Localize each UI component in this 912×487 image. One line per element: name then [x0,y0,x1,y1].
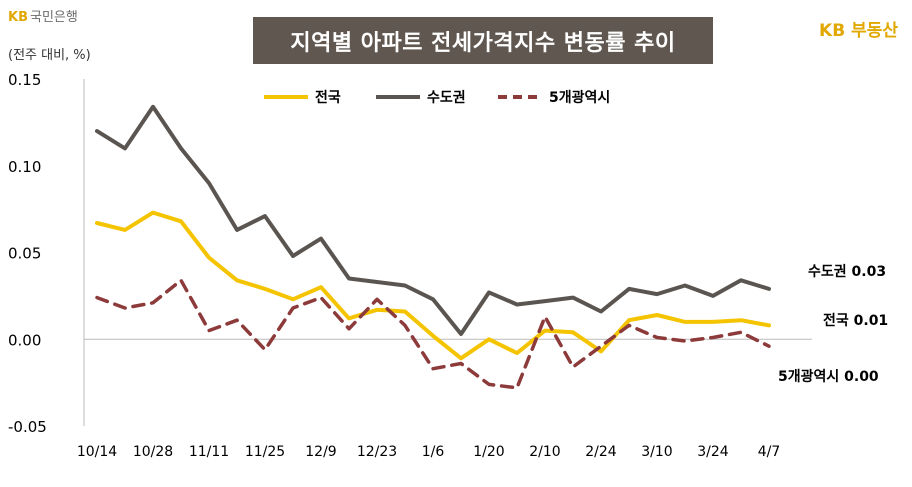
x-tick-label: 10/14 [77,444,117,460]
series-line-capital-area [95,104,771,336]
x-tick-label: 11/11 [189,444,229,460]
y-tick-label: 0.00 [8,331,41,349]
kb-bank-name: 국민은행 [29,10,78,25]
legend-label: 전국 [315,89,341,106]
kb-realestate-logo: KB 부동산 [819,21,898,41]
legend-label: 5개광역시 [549,89,610,106]
series-end-label: 5개광역시 0.00 [778,368,879,385]
chart-axes [83,79,812,426]
x-tick-label: 2/24 [585,444,617,460]
y-tick-label: 0.10 [8,158,41,176]
series-end-label: 전국 0.01 [823,312,888,329]
y-tick-label: 0.15 [8,71,41,89]
x-tick-label: 3/10 [641,444,672,460]
x-tick-label: 12/23 [357,444,397,460]
x-tick-label: 4/7 [758,444,781,460]
legend-label: 수도권 [427,90,466,106]
y-tick-label: -0.05 [8,418,47,436]
series-end-label: 수도권 0.03 [808,264,886,280]
y-tick-label: 0.05 [8,245,41,263]
y-axis-unit-label: (전주 대비, %) [8,48,91,63]
x-axis-ticks: 10/14 10/28 11/11 11/25 12/9 12/23 1/6 1/20 2/10… [77,444,780,460]
x-tick-label: 3/24 [697,444,729,460]
x-tick-label: 2/10 [529,444,560,460]
x-tick-label: 12/9 [305,444,336,460]
x-tick-label: 11/25 [245,444,285,460]
x-tick-label: 1/6 [422,444,445,460]
series-line-national [95,210,771,361]
end-labels: 수도권 0.03 전국 0.01 5개광역시 0.00 [778,264,888,385]
y-axis-ticks: 0.15 0.10 0.05 0.00 -0.05 [8,71,47,436]
kb-logo-mark: KB [8,10,28,25]
chart-legend: 전국 수도권 5개광역시 [264,89,610,106]
series-line-five-metro [95,278,771,390]
x-tick-label: 10/28 [133,444,173,460]
x-tick-label: 1/20 [473,444,504,460]
series-lines [95,104,771,390]
kb-bank-logo: KB 국민은행 [8,6,78,25]
chart-title: 지역별 아파트 전세가격지수 변동률 추이 [253,17,713,64]
